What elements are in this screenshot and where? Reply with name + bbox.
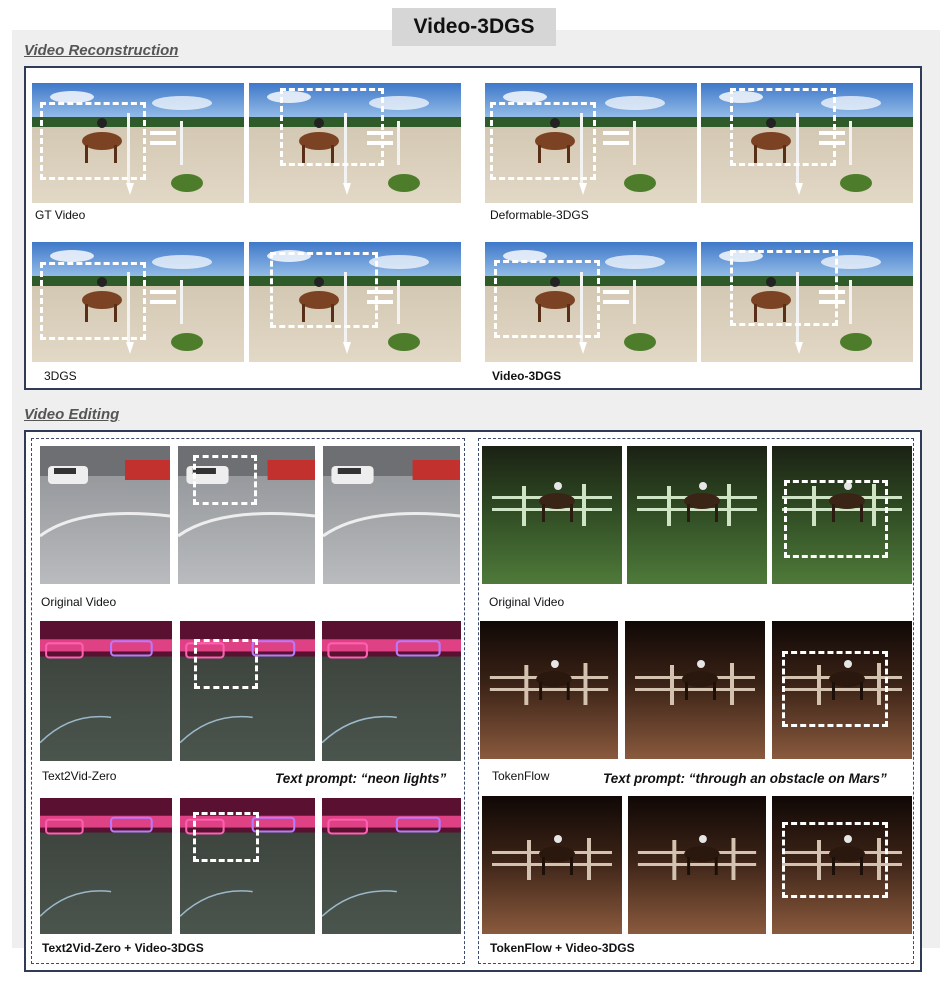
highlight-box: [40, 262, 146, 340]
caption-tokenflow-video3dgs: TokenFlow + Video-3DGS: [490, 941, 635, 955]
caption-text2vid-zero-video3dgs: Text2Vid-Zero + Video-3DGS: [42, 941, 204, 955]
text-prompt-mars: Text prompt: “through an obstacle on Mar…: [603, 771, 887, 786]
caption-text2vid-zero: Text2Vid-Zero: [42, 769, 117, 783]
caption-right-original: Original Video: [489, 595, 565, 609]
horse-original-frame-1: [482, 446, 622, 584]
highlight-box: [782, 822, 888, 898]
caption-gt-video: GT Video: [35, 208, 86, 222]
text-prompt-neon: Text prompt: “neon lights”: [275, 771, 447, 786]
caption-3dgs: 3DGS: [44, 369, 77, 383]
editing-right-group: [478, 438, 914, 964]
car-original-frame-1: [40, 446, 170, 584]
caption-deformable-3dgs: Deformable-3DGS: [490, 208, 589, 222]
highlight-box: [280, 88, 384, 166]
highlight-box: [784, 480, 888, 558]
tokenflow-frame-2: [625, 621, 765, 759]
highlight-box: [782, 651, 888, 727]
editing-left-group: [31, 438, 465, 964]
section-label-editing: Video Editing: [24, 406, 120, 423]
highlight-box: [194, 639, 258, 689]
caption-video-3dgs: Video-3DGS: [492, 369, 562, 383]
highlight-box: [730, 250, 838, 326]
ours-right-frame-2: [628, 796, 766, 934]
highlight-box: [40, 102, 146, 180]
highlight-box: [494, 260, 600, 338]
tokenflow-frame-1: [480, 621, 618, 759]
highlight-box: [490, 102, 596, 180]
highlight-box: [193, 455, 257, 505]
section-label-reconstruction: Video Reconstruction: [24, 42, 179, 59]
highlight-box: [270, 252, 378, 328]
ours-left-frame-1: [40, 798, 172, 934]
figure-title: Video-3DGS: [392, 8, 556, 46]
car-original-frame-3: [323, 446, 460, 584]
caption-left-original: Original Video: [41, 595, 117, 609]
ours-right-frame-1: [482, 796, 622, 934]
ours-left-frame-3: [322, 798, 461, 934]
horse-original-frame-2: [627, 446, 767, 584]
caption-tokenflow: TokenFlow: [492, 769, 550, 783]
text2vid-frame-1: [40, 621, 172, 761]
text2vid-frame-3: [322, 621, 461, 761]
highlight-box: [730, 88, 836, 166]
highlight-box: [193, 812, 259, 862]
